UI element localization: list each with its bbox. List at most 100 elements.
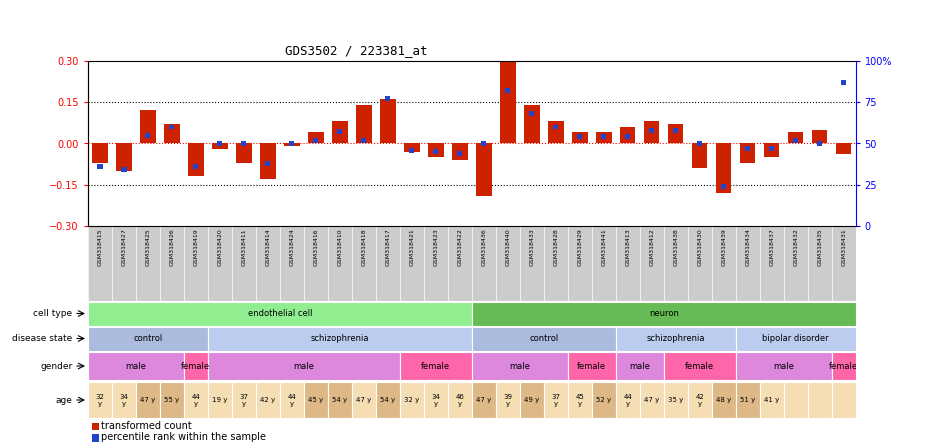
Bar <box>265 161 270 166</box>
Text: male: male <box>510 361 530 370</box>
Bar <box>640 382 664 418</box>
Bar <box>193 164 199 169</box>
Bar <box>260 143 276 179</box>
Bar <box>668 124 684 143</box>
Bar <box>616 352 664 381</box>
Bar <box>735 382 759 418</box>
Text: female: female <box>181 361 210 370</box>
Text: percentile rank within the sample: percentile rank within the sample <box>102 432 266 442</box>
Text: 34
y: 34 y <box>119 393 129 407</box>
Text: control: control <box>529 334 559 343</box>
Bar <box>472 382 496 418</box>
Bar <box>548 122 563 143</box>
Bar <box>664 382 687 418</box>
Text: GSM318427: GSM318427 <box>121 228 127 266</box>
Bar <box>500 61 515 143</box>
Text: GSM318434: GSM318434 <box>746 228 750 266</box>
Bar <box>212 143 228 149</box>
Text: GSM318435: GSM318435 <box>817 228 822 266</box>
Text: 44
y: 44 y <box>191 393 200 407</box>
Text: 45 y: 45 y <box>308 397 324 403</box>
Bar <box>568 352 616 381</box>
Bar <box>793 138 798 143</box>
Text: control: control <box>133 334 163 343</box>
Bar <box>568 382 592 418</box>
Bar <box>620 127 635 143</box>
Bar <box>400 382 424 418</box>
Bar <box>836 143 851 155</box>
Text: GSM318432: GSM318432 <box>793 228 798 266</box>
Text: male: male <box>293 361 315 370</box>
Bar <box>169 124 175 130</box>
Text: 51 y: 51 y <box>740 397 756 403</box>
Text: 46
y: 46 y <box>455 393 464 407</box>
Text: 54 y: 54 y <box>380 397 395 403</box>
Text: 37
y: 37 y <box>240 393 248 407</box>
Text: schizophrenia: schizophrenia <box>647 334 705 343</box>
Text: GSM318422: GSM318422 <box>457 228 462 266</box>
Text: 39
y: 39 y <box>503 393 512 407</box>
Bar <box>256 382 279 418</box>
Text: endothelial cell: endothelial cell <box>248 309 312 318</box>
Text: female: female <box>829 361 858 370</box>
Bar <box>116 143 131 171</box>
Bar <box>241 141 246 146</box>
Bar <box>232 382 256 418</box>
Text: 49 y: 49 y <box>524 397 539 403</box>
Bar <box>457 151 462 156</box>
Bar <box>356 105 372 143</box>
Text: GSM318411: GSM318411 <box>241 228 246 266</box>
Bar <box>136 382 160 418</box>
Bar <box>160 382 184 418</box>
Text: 34
y: 34 y <box>431 393 440 407</box>
Text: female: female <box>421 361 450 370</box>
Text: GSM318440: GSM318440 <box>505 228 511 266</box>
Text: GDS3502 / 223381_at: GDS3502 / 223381_at <box>285 44 428 56</box>
Bar <box>88 382 112 418</box>
Bar <box>121 167 127 172</box>
Text: 44
y: 44 y <box>288 393 296 407</box>
Bar <box>208 352 400 381</box>
Bar <box>332 122 348 143</box>
Bar <box>112 382 136 418</box>
Text: GSM318421: GSM318421 <box>409 228 414 266</box>
Bar <box>721 184 726 189</box>
Bar <box>472 326 616 350</box>
Text: 55 y: 55 y <box>165 397 179 403</box>
Text: female: female <box>577 361 606 370</box>
Text: GSM318431: GSM318431 <box>841 228 846 266</box>
Text: GSM318416: GSM318416 <box>314 228 318 266</box>
Bar <box>735 326 856 350</box>
Bar <box>140 111 155 143</box>
Text: GSM318430: GSM318430 <box>697 228 702 266</box>
Bar <box>601 135 607 139</box>
Bar <box>745 146 750 151</box>
Bar <box>759 382 783 418</box>
Bar <box>692 143 708 168</box>
Bar <box>385 96 390 101</box>
Bar <box>476 143 491 196</box>
Bar <box>735 352 832 381</box>
Bar <box>452 143 467 160</box>
Bar <box>284 143 300 146</box>
Text: GSM318438: GSM318438 <box>673 228 678 266</box>
Text: 47 y: 47 y <box>476 397 491 403</box>
Bar <box>472 301 856 325</box>
Text: GSM318410: GSM318410 <box>338 228 342 266</box>
Bar <box>92 143 107 163</box>
Bar <box>290 141 294 146</box>
Bar <box>529 111 535 116</box>
Bar <box>553 124 559 130</box>
Bar <box>314 138 318 143</box>
Bar <box>448 382 472 418</box>
Text: GSM318420: GSM318420 <box>217 228 222 266</box>
Text: GSM318428: GSM318428 <box>553 228 558 266</box>
Bar <box>716 143 732 193</box>
Text: 42 y: 42 y <box>260 397 276 403</box>
Bar <box>520 382 544 418</box>
Text: 54 y: 54 y <box>332 397 348 403</box>
Text: 52 y: 52 y <box>596 397 611 403</box>
Text: 32
y: 32 y <box>95 393 105 407</box>
Text: 47 y: 47 y <box>356 397 372 403</box>
Text: 48 y: 48 y <box>716 397 732 403</box>
